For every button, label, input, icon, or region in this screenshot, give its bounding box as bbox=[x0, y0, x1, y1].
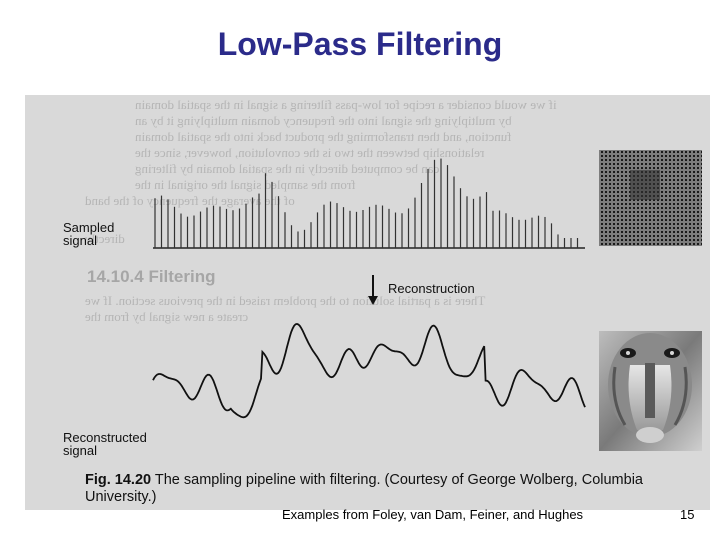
footer-credit: Examples from Foley, van Dam, Feiner, an… bbox=[282, 507, 584, 522]
figure-graphics bbox=[152, 150, 702, 451]
mandrill-image-thumbnail bbox=[599, 331, 702, 451]
caption-figure-number: Fig. 14.20 bbox=[85, 472, 152, 488]
reconstruction-arrow bbox=[368, 275, 378, 305]
sample-stems bbox=[154, 158, 579, 248]
reconstruction-label: Reconstruction bbox=[388, 281, 475, 296]
slide-title: Low-Pass Filtering bbox=[217, 26, 503, 62]
background-heading: 14.10.4 Filtering bbox=[87, 267, 216, 286]
figure-caption: Fig. 14.20 The sampling pipeline with fi… bbox=[85, 472, 705, 506]
reconstructed-signal-curve bbox=[152, 322, 586, 419]
reconstructed-signal-label: Reconstructed signal bbox=[63, 430, 147, 458]
page-number: 15 bbox=[680, 507, 695, 522]
sampled-signal-label: Sampled signal bbox=[63, 220, 115, 248]
figure-scan: if we would consider a recipe for low-pa… bbox=[25, 95, 710, 510]
caption-text: The sampling pipeline with filtering. (C… bbox=[85, 472, 643, 505]
